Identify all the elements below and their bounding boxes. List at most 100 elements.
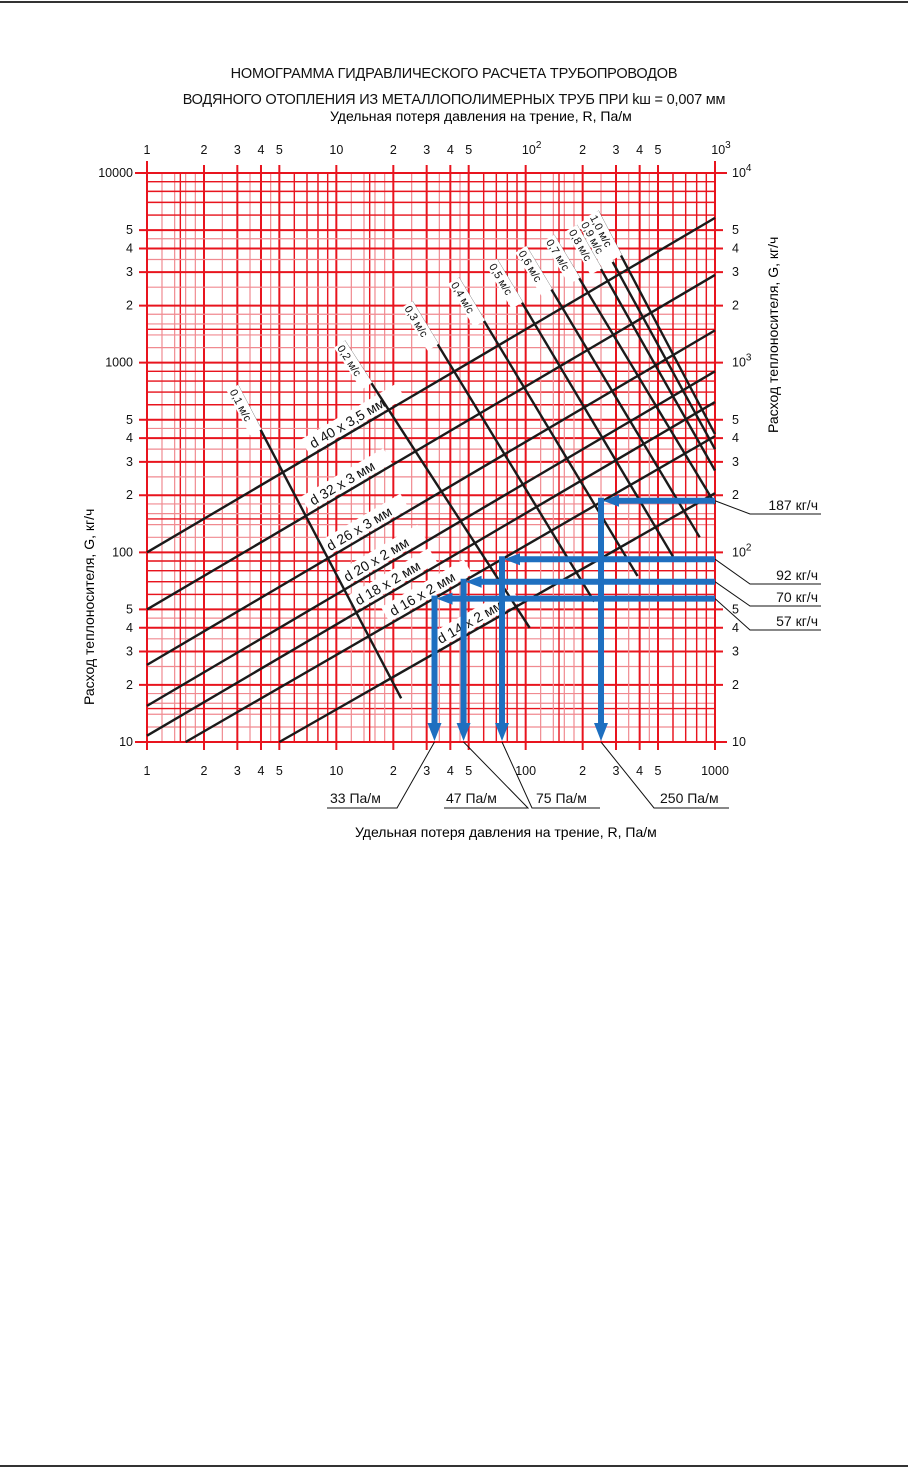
right-y-tick-label: 2 — [732, 488, 739, 502]
right-y-tick-label: 4 — [732, 241, 739, 255]
pressure-arrowhead — [427, 723, 442, 741]
label-background — [380, 559, 473, 622]
pressure-leader-line — [501, 741, 600, 809]
velocity-label-text: 0,6 м/с — [516, 249, 544, 285]
bottom-x-tick-label: 100 — [515, 764, 536, 778]
label-background — [486, 258, 523, 309]
velocity-label-text: 0,2 м/с — [334, 343, 363, 379]
label-background — [578, 217, 614, 268]
top-x-tick-label: 1 — [144, 143, 151, 157]
left-y-tick-label: 3 — [126, 645, 133, 659]
left-y-tick-label: 3 — [126, 455, 133, 469]
flow-leader-line — [714, 500, 821, 515]
left-y-tick-label: 2 — [126, 488, 133, 502]
label-background — [334, 524, 426, 588]
label-background — [428, 587, 520, 650]
pressure-value-label: 250 Па/м — [660, 790, 719, 806]
right-y-tick-label: 5 — [732, 413, 739, 427]
left-y-tick-label: 4 — [126, 621, 133, 635]
axis-labels: Удельная потеря давления на трение, R, П… — [81, 108, 781, 840]
top-x-tick-label: 103 — [711, 140, 731, 157]
bottom-x-tick-label: 4 — [636, 764, 643, 778]
left-y-axis-title: Расход теплоносителя, G, кг/ч — [81, 509, 97, 705]
label-background — [515, 245, 553, 296]
bottom-x-tick-label: 3 — [613, 764, 620, 778]
right-y-tick-label: 5 — [732, 223, 739, 237]
bottom-x-tick-label: 3 — [234, 764, 241, 778]
label-background — [565, 224, 602, 275]
diameter-label: d 32 x 3 мм — [300, 448, 392, 512]
right-y-tick-label: 4 — [732, 431, 739, 445]
flow-arrowhead — [465, 575, 482, 588]
diameter-line — [146, 329, 716, 666]
flow-leader-line — [714, 581, 821, 607]
bottom-x-tick-label: 5 — [655, 764, 662, 778]
top-x-tick-label: 5 — [655, 143, 662, 157]
top-x-tick-label: 4 — [636, 143, 643, 157]
top-x-tick-label: 10 — [329, 143, 343, 157]
pressure-arrowhead — [456, 723, 471, 741]
velocity-line — [524, 245, 701, 538]
bottom-x-tick-label: 5 — [465, 764, 472, 778]
bottom-x-tick-label: 10 — [329, 764, 343, 778]
right-y-tick-label: 3 — [732, 265, 739, 279]
top-x-tick-label: 3 — [234, 143, 241, 157]
label-background — [226, 384, 262, 436]
left-y-tick-label: 5 — [126, 223, 133, 237]
top-x-tick-label: 102 — [522, 140, 542, 157]
velocity-label-text: 0,4 м/с — [448, 280, 476, 316]
flow-value-label: 92 кг/ч — [776, 567, 818, 583]
bottom-x-tick-label: 1000 — [701, 764, 729, 778]
left-y-tick-label: 100 — [112, 545, 133, 559]
bottom-x-tick-label: 4 — [258, 764, 265, 778]
flow-value-label: 187 кг/ч — [768, 497, 818, 513]
pressure-value-label: 75 Па/м — [536, 790, 587, 806]
right-y-tick-label: 5 — [732, 602, 739, 616]
diameter-line — [278, 492, 716, 744]
left-y-tick-label: 2 — [126, 678, 133, 692]
diameter-line — [185, 435, 716, 744]
top-x-axis-title: Удельная потеря давления на трение, R, П… — [330, 108, 632, 124]
top-x-tick-label: 3 — [613, 143, 620, 157]
bottom-x-tick-label: 2 — [201, 764, 208, 778]
bottom-x-tick-label: 3 — [423, 764, 430, 778]
right-y-tick-label: 2 — [732, 299, 739, 313]
top-x-tick-label: 3 — [423, 143, 430, 157]
flow-arrowhead — [603, 494, 620, 507]
velocity-line — [236, 384, 403, 699]
velocity-line — [495, 258, 675, 558]
label-background — [334, 340, 373, 390]
bottom-x-tick-label: 5 — [276, 764, 283, 778]
diameter-line — [146, 370, 716, 707]
left-y-tick-label: 3 — [126, 265, 133, 279]
left-y-tick-label: 5 — [126, 413, 133, 427]
right-y-axis-title: Расход теплоносителя, G, кг/ч — [765, 237, 781, 433]
pressure-value-label: 33 Па/м — [330, 790, 381, 806]
left-y-tick-label: 2 — [126, 299, 133, 313]
velocity-label: 0,3 м/с — [401, 301, 439, 351]
bottom-x-tick-label: 2 — [579, 764, 586, 778]
right-y-tick-label: 104 — [732, 163, 752, 180]
top-x-tick-label: 5 — [465, 143, 472, 157]
top-x-tick-label: 4 — [258, 143, 265, 157]
right-y-tick-label: 3 — [732, 645, 739, 659]
label-background — [543, 234, 581, 285]
flow-value-label: 57 кг/ч — [776, 613, 818, 629]
velocity-line — [457, 277, 639, 577]
flow-value-label: 70 кг/ч — [776, 589, 818, 605]
left-y-tick-label: 10 — [119, 735, 133, 749]
left-y-tick-label: 1000 — [105, 356, 133, 370]
example-arrows: 187 кг/ч 92 кг/ч 70 кг/ч 57 кг/ч 250 Па/м 75 … — [327, 494, 821, 809]
label-background — [317, 493, 409, 557]
right-y-tick-label: 103 — [732, 353, 752, 370]
label-background — [300, 383, 405, 455]
right-y-tick-label: 10 — [732, 735, 746, 749]
label-background — [346, 548, 438, 612]
pressure-leader-line — [600, 741, 729, 809]
pressure-arrowhead — [495, 723, 510, 741]
top-x-tick-label: 5 — [276, 143, 283, 157]
bottom-x-tick-label: 4 — [447, 764, 454, 778]
pressure-value-label: 47 Па/м — [446, 790, 497, 806]
